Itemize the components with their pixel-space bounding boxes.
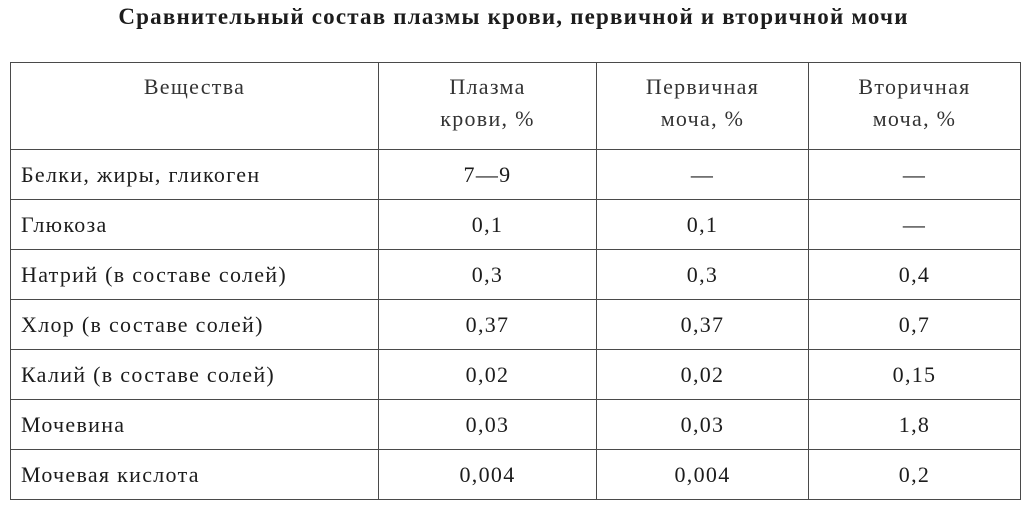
header-line: крови, % — [440, 106, 535, 131]
header-line: Вторичная — [858, 74, 971, 99]
table: Вещества Плазма крови, % Первичная моча, % Вт… — [10, 62, 1021, 500]
table-cell: 0,2 — [808, 449, 1021, 500]
header-cell: Вещества — [10, 62, 379, 150]
table-cell: 0,7 — [808, 299, 1021, 350]
title: Сравнительный состав плазмы крови, перви… — [118, 4, 909, 29]
table-cell: 0,004 — [378, 449, 597, 500]
table-row: Калий (в составе солей) 0,02 0,02 0,15 — [10, 349, 1021, 400]
header-cell: Вторичная моча, % — [808, 62, 1021, 150]
table-cell: 0,4 — [808, 249, 1021, 300]
table-cell: 0,3 — [596, 249, 809, 300]
table-cell: 0,02 — [596, 349, 809, 400]
table-cell: 0,02 — [378, 349, 597, 400]
table-row: Натрий (в составе солей) 0,3 0,3 0,4 — [10, 249, 1021, 300]
table-cell: — — [808, 149, 1021, 200]
table-cell: Мочевая кислота — [10, 449, 379, 500]
header-cell: Плазма крови, % — [378, 62, 597, 150]
table-cell: 0,004 — [596, 449, 809, 500]
table-body: Белки, жиры, гликоген 7—9— — Глюкоза 0,1 0,1—… — [10, 149, 1021, 500]
table-row: Мочевина 0,03 0,03 1,8 — [10, 399, 1021, 450]
header-line: Первичная — [645, 74, 760, 99]
header-line: Вещества — [143, 74, 246, 99]
table-cell: 0,3 — [378, 249, 597, 300]
table-row: Мочевая кислота 0,004 0,004 0,2 — [10, 449, 1021, 500]
table-cell: 0,37 — [378, 299, 597, 350]
table-row: Белки, жиры, гликоген 7—9— — — [10, 149, 1021, 200]
table-cell: 0,03 — [596, 399, 809, 450]
table-cell: 7—9 — [378, 149, 597, 200]
header-line: моча, % — [872, 106, 957, 131]
header-line: Плазма — [449, 74, 526, 99]
header-row: Вещества Плазма крови, % Первичная моча, % Вт… — [10, 62, 1021, 150]
table-cell: — — [596, 149, 809, 200]
table-cell: Белки, жиры, гликоген — [10, 149, 379, 200]
table-cell: 0,15 — [808, 349, 1021, 400]
table-cell: 0,37 — [596, 299, 809, 350]
table-cell: Натрий (в составе солей) — [10, 249, 379, 300]
header-line: моча, % — [660, 106, 745, 131]
header-cell: Первичная моча, % — [596, 62, 809, 150]
table-cell: Хлор (в составе солей) — [10, 299, 379, 350]
table-cell: Калий (в составе солей) — [10, 349, 379, 400]
table-row: Хлор (в составе солей) 0,37 0,37 0,7 — [10, 299, 1021, 350]
table-cell: — — [808, 199, 1021, 250]
table-cell: Мочевина — [10, 399, 379, 450]
table-row: Глюкоза 0,1 0,1— — [10, 199, 1021, 250]
table-cell: 1,8 — [808, 399, 1021, 450]
table-cell: 0,1 — [596, 199, 809, 250]
table-cell: Глюкоза — [10, 199, 379, 250]
table-cell: 0,03 — [378, 399, 597, 450]
table-cell: 0,1 — [378, 199, 597, 250]
